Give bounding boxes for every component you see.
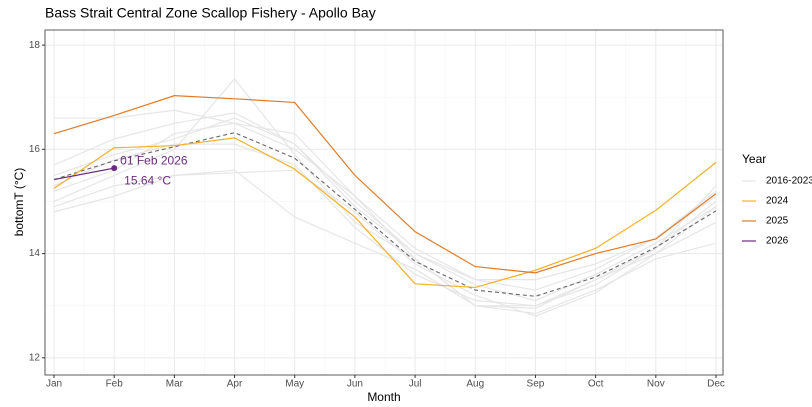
- x-tick-label: Mar: [166, 379, 184, 390]
- x-tick-label: Jan: [46, 379, 62, 390]
- x-tick-label: Jun: [347, 379, 363, 390]
- x-tick-label: Jul: [409, 379, 422, 390]
- x-tick-label: Nov: [647, 379, 665, 390]
- legend-label: 2025: [766, 216, 789, 227]
- legend-label: 2024: [766, 196, 789, 207]
- legend-label: 2026: [766, 236, 789, 247]
- x-tick-label: Oct: [588, 379, 604, 390]
- data-line: [53, 112, 717, 291]
- x-tick-label: Sep: [527, 379, 545, 390]
- data-line: [53, 122, 717, 307]
- x-tick-label: Apr: [227, 379, 243, 390]
- chart-title: Bass Strait Central Zone Scallop Fishery…: [45, 5, 376, 21]
- legend-title: Year: [742, 152, 766, 166]
- data-line: [53, 78, 717, 309]
- data-line: [53, 167, 115, 181]
- y-axis-title: bottomT (°C): [12, 168, 26, 237]
- y-tick-label: 12: [29, 352, 41, 363]
- data-line: [53, 169, 717, 315]
- annotation: 15.64 °C: [124, 173, 171, 187]
- x-tick-label: Dec: [707, 379, 725, 390]
- legend-label: 2016-2023: [766, 176, 812, 187]
- x-tick-label: Feb: [106, 379, 124, 390]
- x-tick-label: May: [285, 379, 304, 390]
- data-point: [111, 165, 118, 172]
- annotation: 01 Feb 2026: [120, 153, 188, 167]
- data-line: [53, 137, 717, 289]
- panel-border: [44, 29, 724, 376]
- data-line: [54, 109, 717, 281]
- y-tick-label: 14: [29, 248, 41, 259]
- data-line: [53, 95, 717, 274]
- x-axis-title: Month: [367, 390, 400, 404]
- y-tick-label: 18: [29, 40, 41, 51]
- data-line: [53, 132, 717, 297]
- x-tick-label: Aug: [466, 379, 484, 390]
- data-line: [53, 169, 717, 317]
- y-tick-label: 16: [29, 144, 41, 155]
